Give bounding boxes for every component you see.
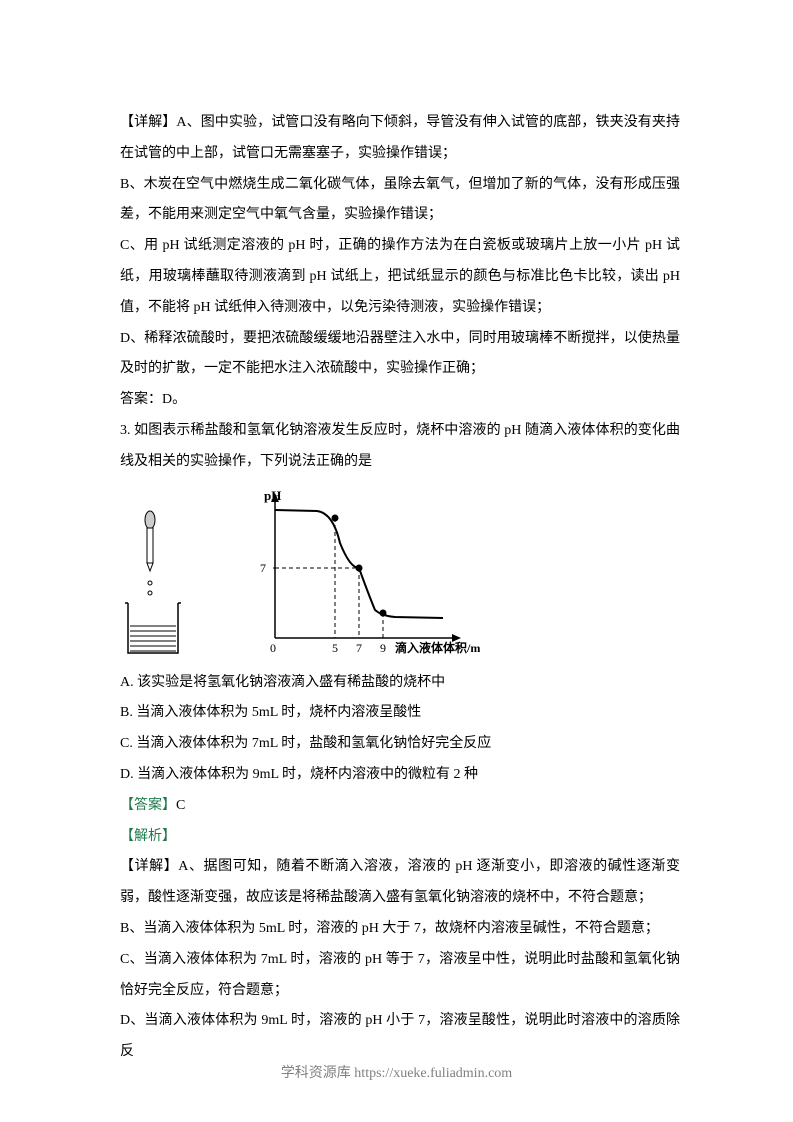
exp-c: C、当滴入液体体积为 7mL 时，溶液的 pH 等于 7，溶液呈中性，说明此时盐… bbox=[120, 945, 680, 1007]
explanation-a: 【详解】A、图中实验，试管口没有略向下倾斜，导管没有伸入试管的底部，铁夹没有夹持… bbox=[120, 108, 680, 170]
diagram-row: pH 7 0 5 7 9 滴入液体体积/mL bbox=[120, 488, 680, 658]
exp-d: D、当滴入液体体积为 9mL 时，溶液的 pH 小于 7，溶液呈酸性，说明此时溶… bbox=[120, 1006, 680, 1068]
footer-text: 学科资源库 https://xueke.fuliadmin.com bbox=[0, 1062, 793, 1082]
x-axis-label: 滴入液体体积/mL bbox=[395, 640, 480, 655]
question-3-stem: 3. 如图表示稀盐酸和氢氧化钠溶液发生反应时，烧杯中溶液的 pH 随滴入液体体积… bbox=[120, 416, 680, 478]
answer-d-line: 答案：D。 bbox=[120, 385, 680, 416]
option-b: B. 当滴入液体体积为 5mL 时，烧杯内溶液呈酸性 bbox=[120, 698, 680, 729]
exp-a: 【详解】A、据图可知，随着不断滴入溶液，溶液的 pH 逐渐变小，即溶液的碱性逐渐… bbox=[120, 852, 680, 914]
x-tick-5: 5 bbox=[332, 641, 338, 655]
option-a: A. 该实验是将氢氧化钠溶液滴入盛有稀盐酸的烧杯中 bbox=[120, 668, 680, 699]
option-c: C. 当滴入液体体积为 7mL 时，盐酸和氢氧化钠恰好完全反应 bbox=[120, 729, 680, 760]
exp-b: B、当滴入液体体积为 5mL 时，溶液的 pH 大于 7，故烧杯内溶液呈碱性，不… bbox=[120, 914, 680, 945]
option-d: D. 当滴入液体体积为 9mL 时，烧杯内溶液中的微粒有 2 种 bbox=[120, 760, 680, 791]
x-tick-7: 7 bbox=[356, 641, 362, 655]
explanation-b: B、木炭在空气中燃烧生成二氧化碳气体，虽除去氧气，但增加了新的气体，没有形成压强… bbox=[120, 170, 680, 232]
explanation-c: C、用 pH 试纸测定溶液的 pH 时，正确的操作方法为在白瓷板或玻璃片上放一小… bbox=[120, 231, 680, 323]
x-tick-9: 9 bbox=[380, 641, 386, 655]
analysis-label: 【解析】 bbox=[120, 829, 176, 844]
answer-value: C bbox=[176, 798, 185, 813]
ph-chart: pH 7 0 5 7 9 滴入液体体积/mL bbox=[240, 488, 480, 658]
y-tick-7: 7 bbox=[260, 561, 266, 575]
beaker-dropper-diagram bbox=[120, 508, 190, 658]
answer-line: 【答案】C bbox=[120, 791, 680, 822]
x-tick-0: 0 bbox=[270, 641, 276, 655]
y-axis-label: pH bbox=[264, 488, 281, 503]
explanation-d: D、稀释浓硫酸时，要把浓硫酸缓缓地沿器壁注入水中，同时用玻璃棒不断搅拌，以使热量… bbox=[120, 324, 680, 386]
analysis-line: 【解析】 bbox=[120, 822, 680, 853]
answer-label: 【答案】 bbox=[120, 798, 176, 813]
